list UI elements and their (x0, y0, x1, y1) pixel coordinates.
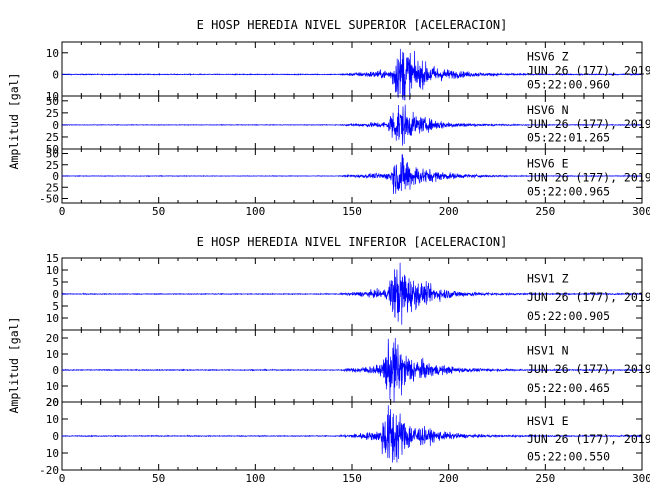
y-axis-label: Amplitud [gal] (7, 317, 21, 414)
station-label: HSV1 N (527, 343, 569, 357)
record-date: JUN 26 (177), 2019 (527, 63, 650, 77)
y-axis-label: Amplitud [gal] (7, 73, 21, 170)
y-tick-label: 15 (46, 252, 59, 265)
x-tick-label: 200 (439, 472, 459, 485)
x-tick-label: 0 (59, 472, 66, 485)
y-tick-label: 10 (46, 90, 59, 103)
station-label: HSV1 E (527, 414, 569, 428)
y-tick-label: 10 (46, 348, 59, 361)
waveform-trace (61, 262, 642, 325)
record-date: JUN 26 (177), 2019 (527, 362, 650, 376)
y-tick-label: 20 (46, 396, 59, 409)
y-tick-label: 50 (46, 148, 59, 161)
x-tick-label: 150 (342, 205, 362, 218)
x-tick-label: 0 (59, 205, 66, 218)
x-tick-label: 250 (535, 472, 555, 485)
x-tick-label: 50 (152, 472, 165, 485)
waveform-trace (61, 405, 643, 463)
station-label: HSV6 Z (527, 49, 569, 63)
y-tick-label: 5 (52, 300, 59, 313)
chart-title: E HOSP HEREDIA NIVEL INFERIOR [ACELERACI… (197, 235, 508, 249)
y-tick-label: 0 (52, 364, 59, 377)
record-start-time: 05:22:00.905 (527, 309, 610, 323)
y-tick-label: 0 (52, 119, 59, 132)
y-tick-label: 10 (46, 312, 59, 325)
x-tick-label: 300 (632, 472, 650, 485)
y-tick-label: 0 (52, 68, 59, 81)
trace-panel-hsv1-e: 20 10 0 10 -20 HSV1 E JUN 26 (177), 2019 05:22:… (39, 396, 650, 477)
record-start-time: 05:22:00.965 (527, 184, 610, 198)
waveform-trace (62, 104, 643, 146)
record-date: JUN 26 (177), 2019 (527, 170, 650, 184)
y-tick-label: 10 (46, 264, 59, 277)
waveform-trace (61, 48, 643, 101)
x-tick-label: 200 (439, 205, 459, 218)
waveform-trace (61, 337, 643, 403)
record-date: JUN 26 (177), 2019 (527, 117, 650, 131)
y-tick-label: 50 (46, 143, 59, 156)
record-start-time: 05:22:00.960 (527, 77, 610, 91)
x-tick-label: 100 (245, 472, 265, 485)
station-label: HSV6 E (527, 156, 569, 170)
waveform-trace (61, 154, 643, 195)
record-start-time: 05:22:00.550 (527, 449, 610, 463)
y-tick-label: 10 (46, 47, 59, 60)
y-tick-label: 10 (46, 380, 59, 393)
record-start-time: 05:22:01.265 (527, 131, 610, 145)
y-tick-label: 25 (46, 107, 59, 120)
trace-panel-hsv1-n: 20 10 0 10 20 HSV1 N JUN 26 (177), 2019 05:22:0… (46, 329, 650, 409)
record-date: JUN 26 (177), 2019 (527, 290, 650, 304)
y-tick-label: 25 (46, 159, 59, 172)
y-tick-label: 50 (46, 95, 59, 108)
y-tick-label: 0 (52, 288, 59, 301)
y-tick-label: -20 (39, 464, 59, 477)
x-tick-label: 50 (152, 205, 165, 218)
x-tick-label: 150 (342, 472, 362, 485)
y-tick-label: 20 (46, 332, 59, 345)
x-tick-label: 250 (535, 205, 555, 218)
x-tick-label: 100 (245, 205, 265, 218)
y-tick-label: 0 (52, 170, 59, 183)
y-tick-label: 5 (52, 276, 59, 289)
y-tick-label: 25 (46, 131, 59, 144)
station-label: HSV6 N (527, 103, 569, 117)
y-tick-label: 25 (46, 181, 59, 194)
x-tick-label: 300 (632, 205, 650, 218)
y-tick-label: -50 (39, 193, 59, 206)
station-label: HSV1 Z (527, 271, 569, 285)
y-tick-label: 10 (46, 447, 59, 460)
y-tick-label: 20 (46, 396, 59, 409)
record-start-time: 05:22:00.465 (527, 381, 610, 395)
record-date: JUN 26 (177), 2019 (527, 432, 650, 446)
chart-title: E HOSP HEREDIA NIVEL SUPERIOR [ACELERACI… (197, 18, 508, 32)
y-tick-label: 0 (52, 430, 59, 443)
y-tick-label: 10 (46, 413, 59, 426)
